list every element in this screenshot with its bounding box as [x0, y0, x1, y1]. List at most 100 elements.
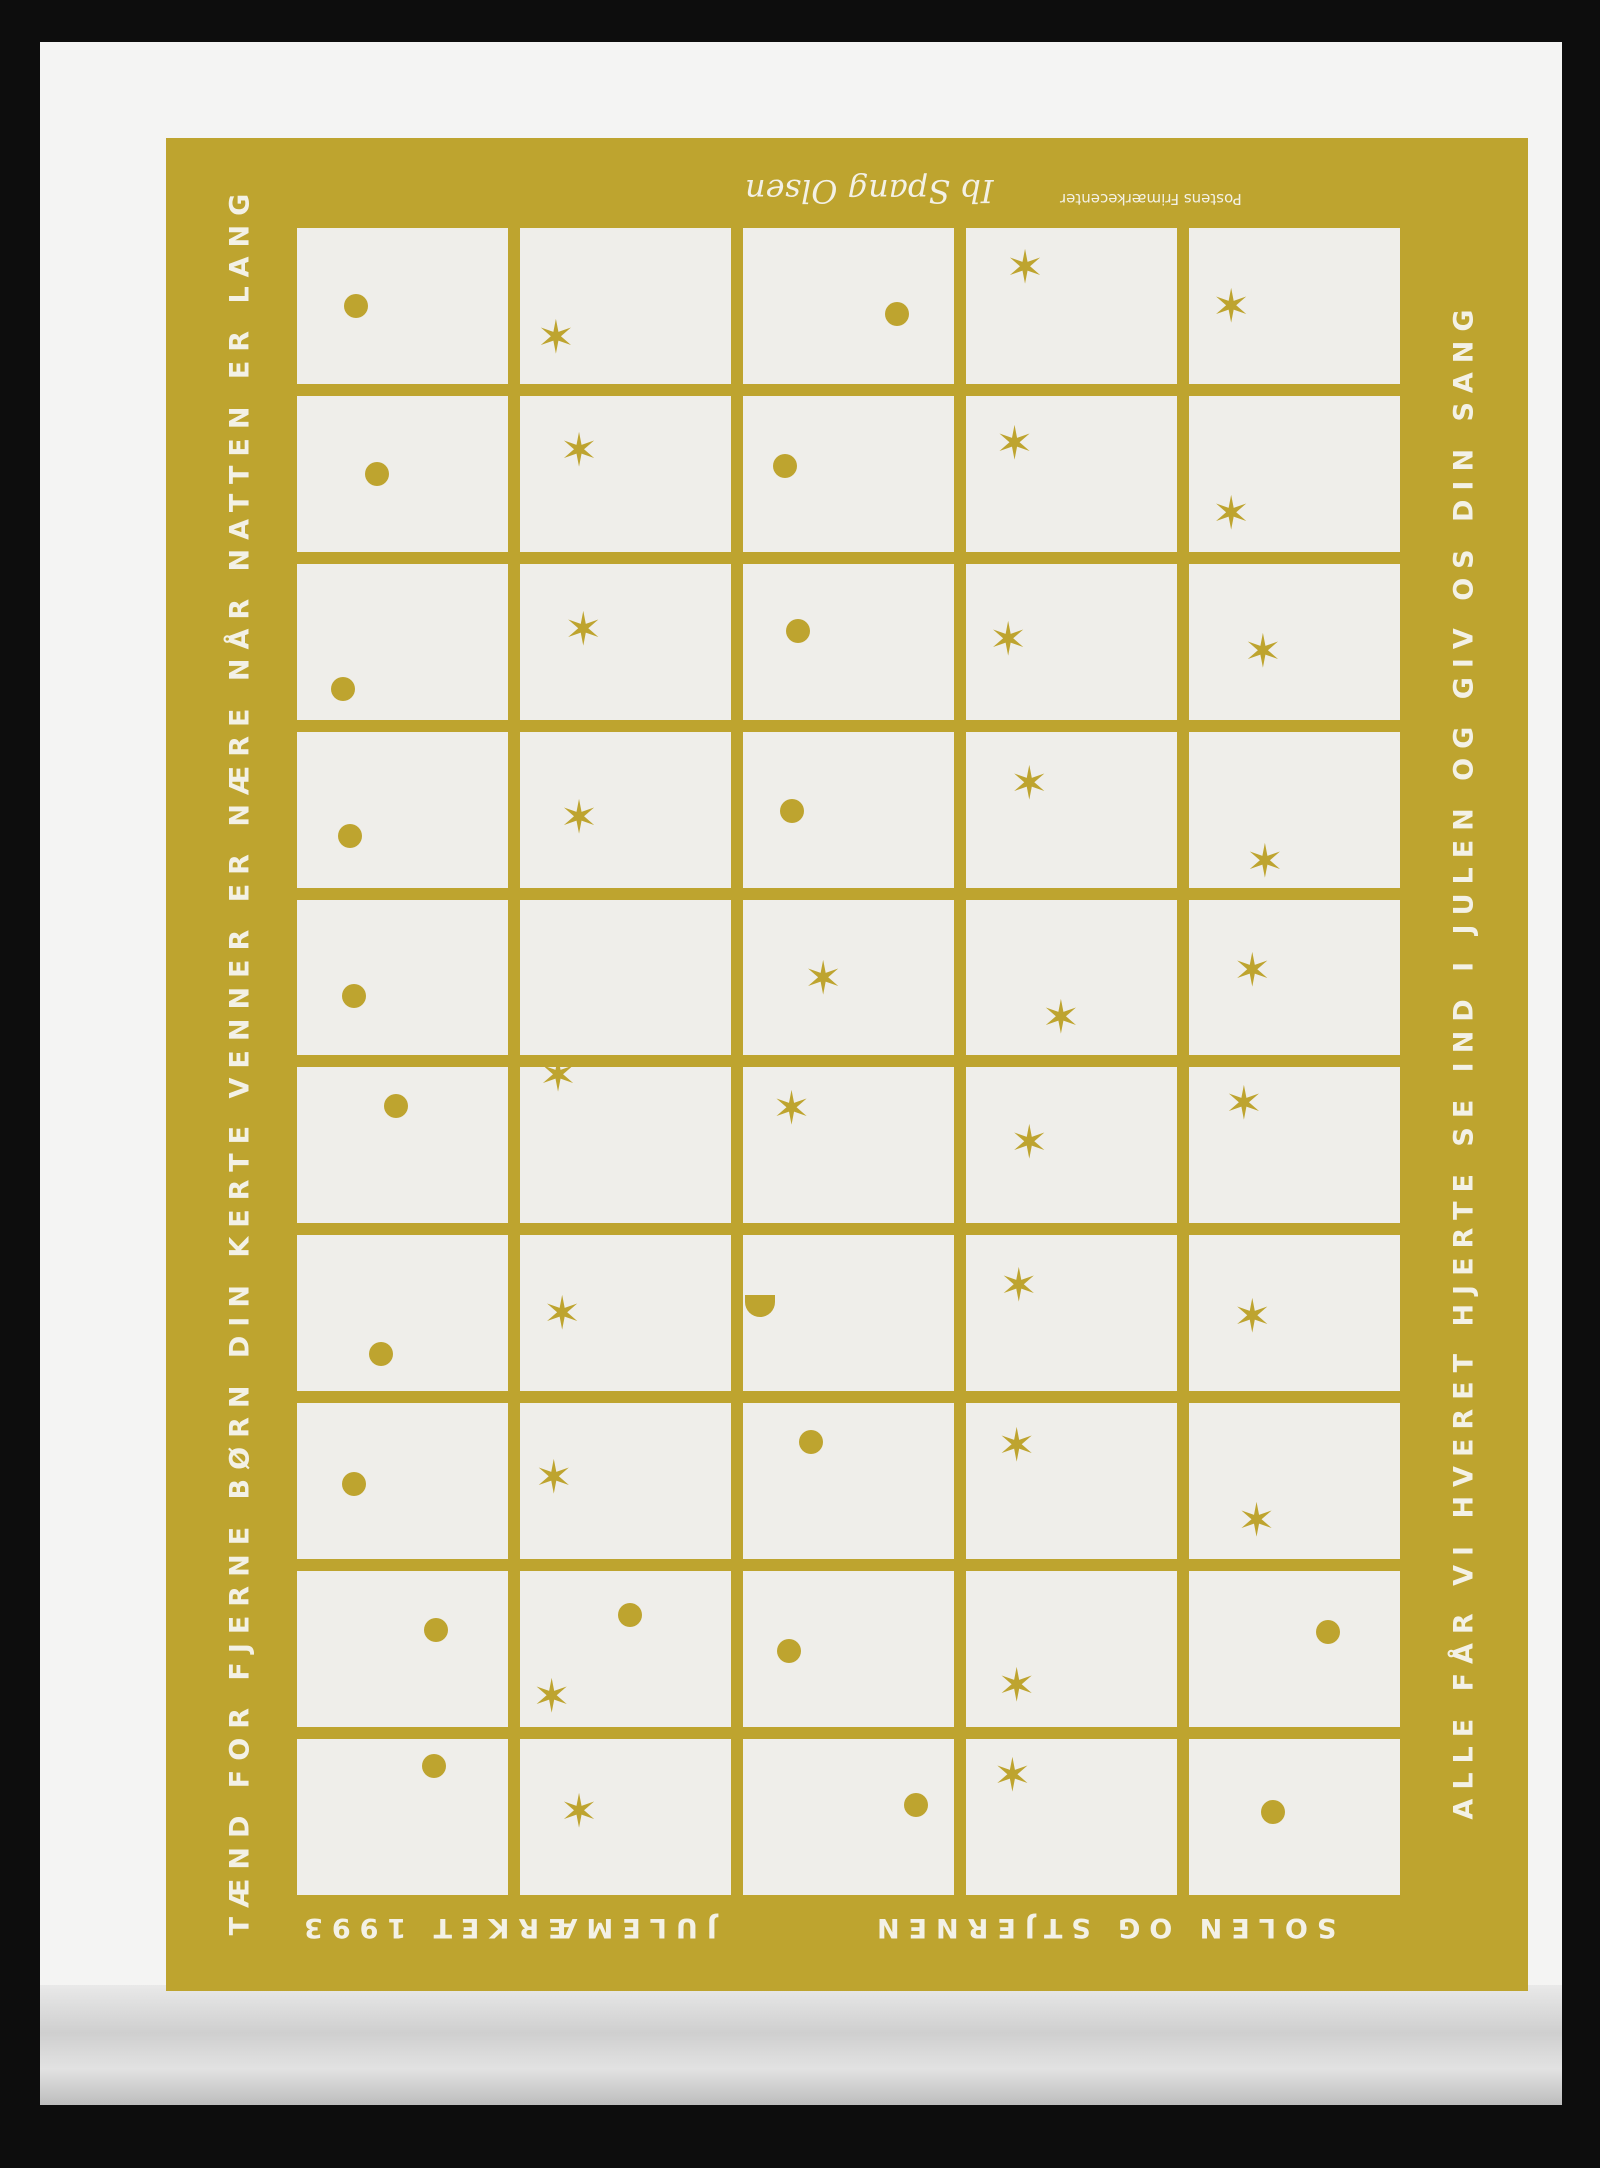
seal-stamp: ✶	[1189, 1403, 1400, 1560]
star-icon: ✶	[1243, 624, 1283, 679]
seal-stamp: ✶	[520, 1235, 731, 1392]
seal-stamp	[297, 1067, 508, 1224]
seal-stamp: ✶	[966, 1571, 1177, 1728]
seal-stamp: ✶	[966, 731, 1177, 888]
seal-stamp: ✶	[1189, 1067, 1400, 1224]
sun-dot-icon	[744, 1294, 775, 1317]
seal-stamp	[743, 1739, 954, 1895]
seal-stamp: ✶	[966, 1739, 1177, 1895]
seal-stamp: ✶	[966, 563, 1177, 720]
star-icon: ✶	[995, 415, 1034, 470]
sun-dot-icon	[779, 799, 804, 824]
seal-stamp: ✶	[966, 395, 1177, 552]
star-icon: ✶	[1245, 834, 1285, 889]
star-icon: ✶	[999, 1258, 1039, 1313]
seal-stamp: ✶	[520, 563, 731, 720]
star-icon: ✶	[1010, 1115, 1049, 1170]
seal-stamp	[297, 563, 508, 720]
seal-stamp	[743, 1235, 954, 1392]
seal-stamp: ✶	[1189, 228, 1400, 384]
star-icon: ✶	[1041, 989, 1081, 1044]
seal-stamp	[743, 563, 954, 720]
seal-stamp	[743, 228, 954, 384]
star-icon: ✶	[1005, 239, 1045, 294]
star-icon: ✶	[536, 310, 576, 365]
plastic-sleeve	[40, 1985, 1562, 2105]
seal-stamp: ✶	[743, 899, 954, 1056]
sun-dot-icon	[617, 1602, 642, 1627]
seal-stamp	[743, 1403, 954, 1560]
sun-dot-icon	[344, 293, 369, 318]
seal-stamp: ✶	[966, 1235, 1177, 1392]
sun-dot-icon	[365, 461, 390, 486]
artist-signature: Ib Spang Olsen	[745, 172, 994, 210]
star-icon: ✶	[559, 1783, 599, 1838]
star-icon: ✶	[564, 602, 603, 657]
seal-stamp: ✶	[520, 1052, 731, 1224]
seal-stamp: ✶	[966, 228, 1177, 384]
sun-dot-icon	[384, 1094, 409, 1119]
publisher-text: Postens Frimærkecenter	[1060, 190, 1242, 208]
star-icon: ✶	[1233, 1289, 1272, 1344]
seal-stamp: ✶	[966, 899, 1177, 1056]
star-icon: ✶	[534, 1449, 574, 1504]
sun-dot-icon	[1261, 1800, 1286, 1825]
star-icon: ✶	[997, 1657, 1036, 1712]
seal-stamp	[297, 228, 508, 384]
sun-dot-icon	[422, 1753, 447, 1778]
seal-stamp: ✶	[520, 1739, 731, 1895]
seal-stamp: ✶	[1189, 395, 1400, 552]
seal-grid: ✶ ✶ ✶ ✶ ✶ ✶ ✶ ✶ ✶ ✶ ✶ ✶ ✶ ✶ ✶ ✶ ✶ ✶ ✶ ✶ ✶ ✶ ✶ ✶ ✶ ✶ ✶ ✶ ✶	[297, 228, 1400, 1895]
star-icon: ✶	[1233, 942, 1272, 997]
star-icon: ✶	[559, 423, 599, 478]
seal-stamp	[297, 1235, 508, 1392]
seal-stamp: ✶	[966, 1067, 1177, 1224]
seal-stamp: ✶	[1189, 1235, 1400, 1392]
seal-stamp: ✶	[1189, 731, 1400, 889]
seal-stamp	[743, 395, 954, 552]
seal-stamp: ✶	[1189, 899, 1400, 1056]
star-icon: ✶	[1010, 756, 1049, 811]
star-icon: ✶	[1237, 1493, 1276, 1548]
star-icon: ✶	[1224, 1076, 1264, 1131]
star-icon: ✶	[1211, 278, 1251, 333]
star-icon: ✶	[993, 1747, 1032, 1802]
star-icon: ✶	[988, 611, 1028, 666]
sun-dot-icon	[904, 1792, 929, 1817]
star-icon: ✶	[772, 1081, 811, 1136]
seal-stamp	[297, 731, 508, 888]
star-icon: ✶	[997, 1418, 1036, 1473]
sun-dot-icon	[1316, 1619, 1341, 1644]
seal-stamp	[743, 1571, 954, 1728]
bottom-title-name: SOLEN OG STJERNEN	[868, 1912, 1337, 1943]
star-icon: ✶	[532, 1668, 571, 1723]
seal-stamp: ✶	[520, 1403, 731, 1560]
sun-dot-icon	[331, 676, 356, 701]
star-icon: ✶	[559, 790, 599, 845]
seal-stamp	[1189, 1571, 1400, 1728]
sun-dot-icon	[885, 301, 910, 326]
seal-stamp: ✶	[966, 1403, 1177, 1560]
seal-stamp	[297, 1739, 508, 1895]
sun-dot-icon	[773, 454, 798, 479]
seal-stamp	[297, 1403, 508, 1560]
seal-stamp: ✶	[1189, 563, 1400, 720]
seal-stamp	[520, 899, 731, 1056]
bottom-title-year: JULEMÆRKET 1993	[295, 1912, 717, 1943]
seal-stamp: ✶	[520, 228, 731, 384]
seal-stamp: ✶	[743, 1067, 954, 1224]
seal-stamp: ✶	[520, 731, 731, 888]
left-margin-verse: TÆND FOR FJERNE BØRN DIN KERTE VENNER ER…	[224, 184, 256, 1936]
star-icon: ✶	[542, 1286, 582, 1341]
seal-stamp	[297, 899, 508, 1056]
sun-dot-icon	[798, 1430, 823, 1455]
right-margin-verse: ALLE FÅR VI HVERET HJERTE SE IND I JULEN…	[1448, 300, 1480, 1820]
seal-stamp: ✶	[520, 395, 731, 552]
sun-dot-icon	[777, 1638, 802, 1663]
star-icon: ✶	[803, 950, 843, 1005]
sun-dot-icon	[369, 1341, 394, 1366]
seal-stamp	[297, 1571, 508, 1728]
seal-stamp: ✶	[520, 1571, 731, 1728]
star-icon: ✶	[1211, 485, 1251, 540]
seal-stamp	[1189, 1739, 1400, 1895]
